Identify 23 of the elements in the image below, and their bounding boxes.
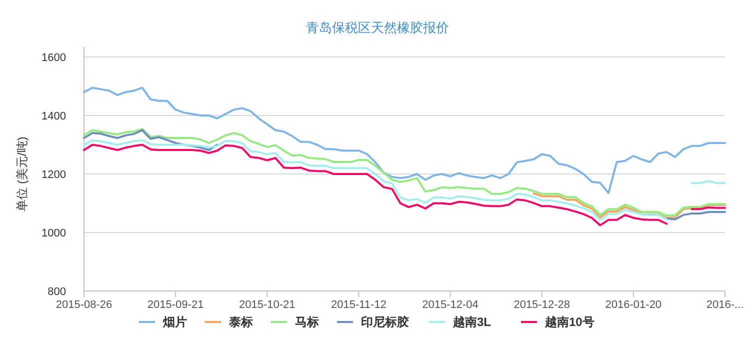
y-tick-label: 1200: [42, 169, 66, 181]
legend-label: 烟片: [162, 315, 187, 329]
x-tick-label: 2015-09-21: [147, 299, 204, 311]
y-tick-label: 800: [48, 286, 66, 298]
y-tick-label: 1600: [42, 52, 66, 64]
y-axis-title: 单位 (美元/吨): [15, 136, 29, 212]
chart-title: 青岛保税区天然橡胶报价: [306, 20, 449, 35]
line-series: [83, 86, 726, 194]
y-tick-label: 1000: [42, 228, 66, 240]
x-tick-label: 2015-12-04: [422, 299, 478, 311]
legend-label: 泰标: [228, 315, 253, 329]
y-tick-label: 1400: [42, 110, 66, 122]
x-tick-label: 2015-11-12: [330, 299, 386, 311]
x-tick-label: 2016-01-20: [605, 299, 662, 311]
x-tick-label: 2015-10-21: [239, 299, 296, 311]
legend-label: 越南10号: [544, 315, 594, 329]
x-tick-label: 2015-08-26: [56, 299, 112, 311]
legend-label: 马标: [295, 315, 319, 329]
legend-label: 印尼标胶: [361, 315, 409, 329]
line-series: [532, 192, 726, 219]
x-tick-label: 2016-...: [706, 299, 744, 311]
x-tick-label: 2015-12-28: [514, 299, 570, 311]
legend-label: 越南3L: [452, 315, 492, 329]
